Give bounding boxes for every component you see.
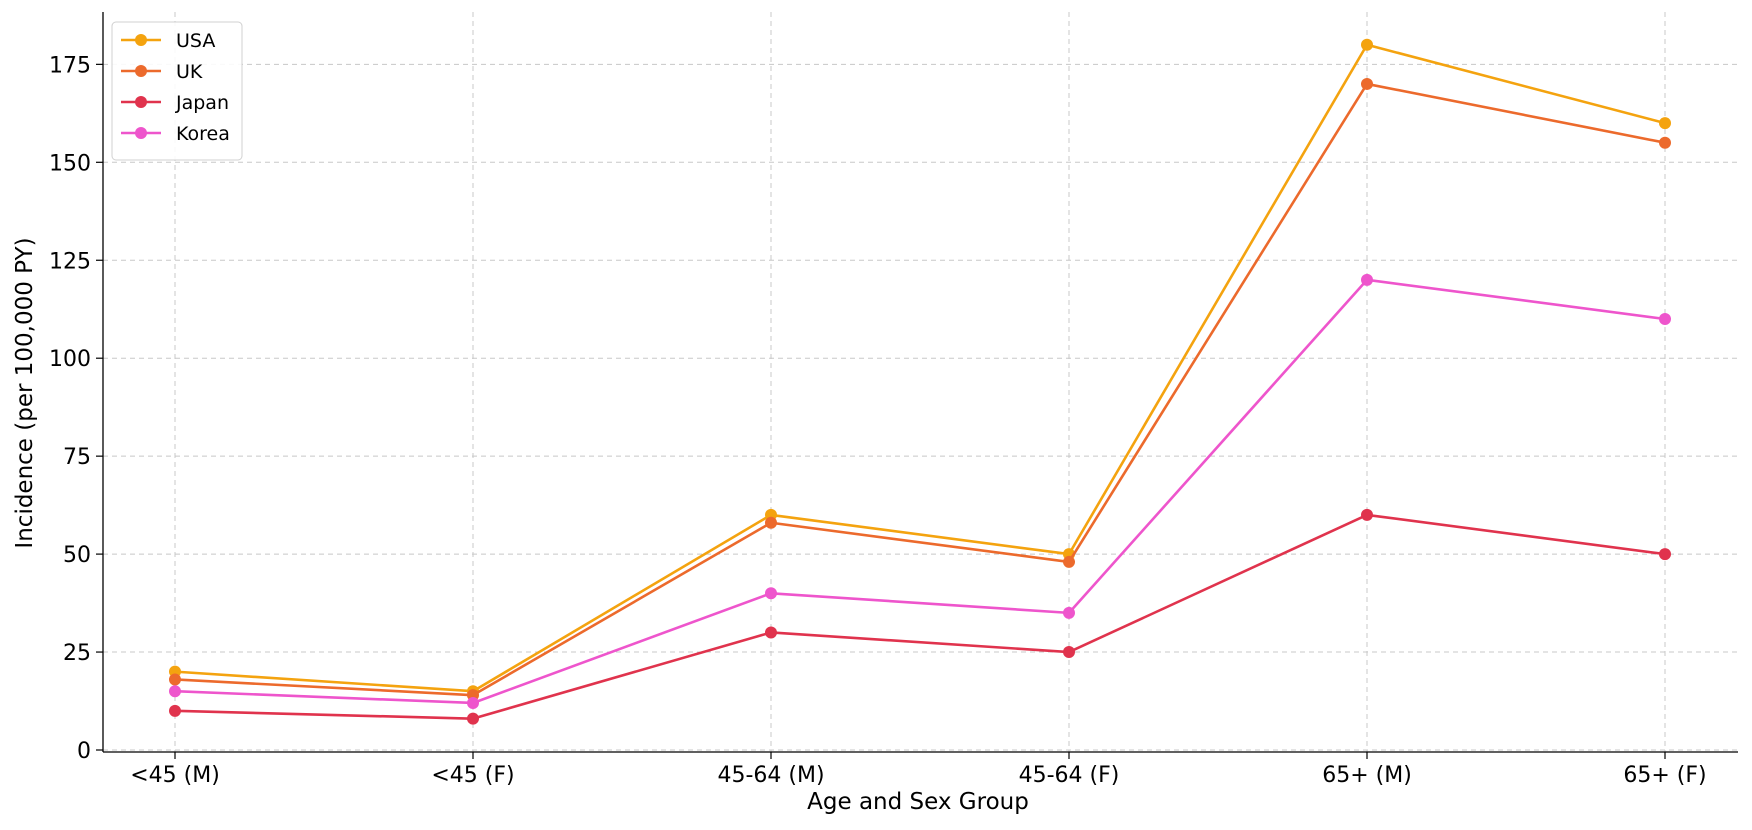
data-point-japan — [467, 712, 479, 725]
y-tick-label: 100 — [49, 347, 91, 372]
series-japan — [169, 508, 1671, 725]
data-point-japan — [765, 626, 777, 639]
legend-label: Japan — [175, 92, 229, 114]
axes — [102, 12, 1738, 753]
x-tick-label: 65+ (M) — [1322, 763, 1412, 788]
legend-item-usa[interactable]: USA — [121, 30, 215, 52]
y-ticks: 0 25 50 75 100 125 150 175 — [49, 53, 103, 764]
data-point-korea — [1361, 273, 1373, 286]
series-group — [169, 38, 1671, 725]
legend-box — [111, 21, 243, 161]
x-axis-title: Age and Sex Group — [807, 789, 1029, 815]
legend-item-japan[interactable]: Japan — [121, 92, 229, 114]
data-point-korea — [467, 696, 479, 709]
series-line-japan — [174, 513, 1666, 720]
x-tick-label: 65+ (F) — [1623, 763, 1706, 788]
y-tick-label: 75 — [63, 445, 91, 470]
data-point-uk — [169, 673, 181, 686]
legend-label: Korea — [176, 123, 230, 145]
series-uk — [169, 77, 1671, 702]
legend-item-korea[interactable]: Korea — [121, 123, 230, 145]
legend-swatch-marker — [135, 34, 147, 46]
data-point-uk — [1659, 136, 1671, 149]
y-tick-label: 25 — [63, 641, 91, 666]
series-usa — [169, 38, 1671, 698]
data-point-japan — [1361, 508, 1373, 521]
data-point-uk — [1063, 555, 1075, 568]
x-tick-label: 45-64 (F) — [1019, 763, 1120, 788]
legend-label: USA — [176, 30, 215, 52]
y-tick-label: 125 — [49, 249, 91, 274]
y-tick-label: 0 — [77, 739, 91, 764]
legend-item-uk[interactable]: UK — [121, 61, 203, 83]
y-tick-label: 150 — [49, 151, 91, 176]
y-tick-label: 175 — [49, 53, 91, 78]
legend[interactable]: USA UK Japan Korea — [111, 21, 243, 161]
legend-swatch-marker — [135, 127, 147, 139]
legend-swatch-marker — [135, 65, 147, 77]
data-point-usa — [1659, 117, 1671, 130]
data-point-uk — [765, 516, 777, 529]
data-point-usa — [1361, 38, 1373, 51]
data-point-japan — [169, 704, 181, 717]
x-tick-label: <45 (F) — [431, 763, 514, 788]
series-line-usa — [174, 43, 1666, 693]
data-point-korea — [169, 685, 181, 698]
x-tick-label: 45-64 (M) — [717, 763, 824, 788]
data-point-japan — [1659, 548, 1671, 561]
data-point-japan — [1063, 646, 1075, 659]
data-point-korea — [1659, 313, 1671, 326]
x-tick-label: <45 (M) — [130, 763, 220, 788]
y-axis-title: Incidence (per 100,000 PY) — [12, 237, 38, 548]
x-ticks: <45 (M) <45 (F) 45-64 (M) 45-64 (F) 65+ (M) 6… — [130, 752, 1707, 788]
legend-swatch-marker — [135, 96, 147, 108]
grid — [103, 12, 1738, 752]
series-korea — [169, 273, 1671, 709]
legend-label: UK — [176, 61, 203, 83]
series-line-korea — [174, 278, 1666, 705]
y-tick-label: 50 — [63, 543, 91, 568]
data-point-korea — [765, 587, 777, 600]
data-point-uk — [1361, 77, 1373, 90]
series-line-uk — [174, 82, 1666, 697]
data-point-korea — [1063, 606, 1075, 619]
